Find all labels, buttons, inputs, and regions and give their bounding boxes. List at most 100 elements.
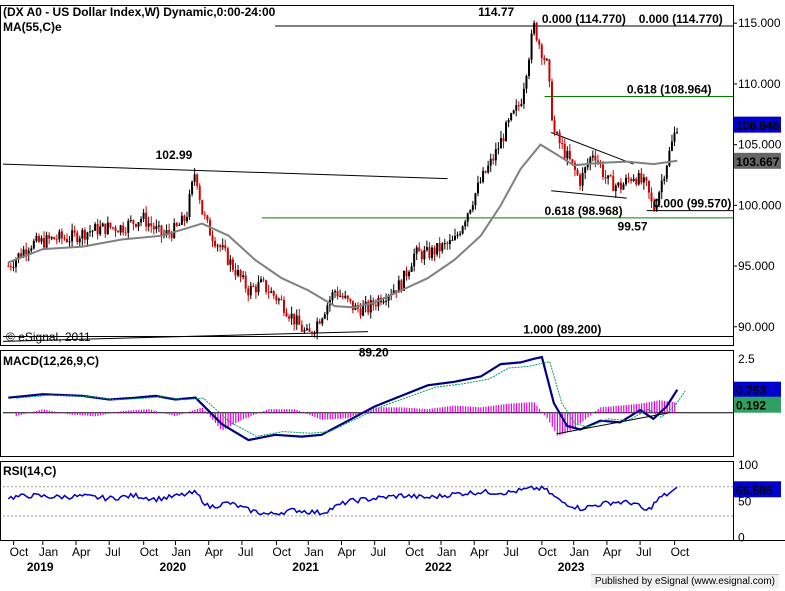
last-price-tag: 106.648 — [736, 119, 780, 133]
price-bar-body — [249, 285, 252, 296]
price-bar-body — [428, 247, 431, 258]
price-bar-body — [58, 231, 61, 240]
last-price-tag-bg — [734, 116, 781, 133]
price-bar-body — [318, 321, 321, 324]
x-month-label: Oct — [272, 545, 291, 559]
price-bar-body — [576, 170, 579, 175]
price-bar-body — [275, 295, 278, 301]
price-bar-body — [377, 297, 380, 307]
macd-line — [8, 355, 679, 442]
price-bar-body — [604, 176, 607, 179]
price-bar-body — [517, 105, 520, 107]
price-bar-body — [635, 178, 638, 185]
price-bar-body — [73, 230, 76, 233]
price-bar-body — [300, 324, 303, 332]
price-bar-body — [180, 215, 183, 225]
price-bar-body — [614, 185, 617, 192]
x-month-label: Apr — [470, 545, 489, 559]
price-bar-body — [385, 300, 388, 302]
price-bar-body — [91, 230, 94, 232]
x-month-label: Oct — [10, 545, 29, 559]
trendline — [2, 331, 369, 342]
price-bar-body — [367, 301, 370, 313]
price-bar-body — [127, 220, 130, 233]
macd-value-tag-bg — [734, 381, 781, 398]
price-bar-body — [257, 282, 260, 293]
price-bar-body — [290, 313, 293, 319]
price-bar-body — [298, 315, 301, 325]
price-bar-body — [12, 266, 15, 268]
price-bar-body — [441, 243, 444, 252]
price-bar-body — [224, 245, 227, 249]
price-bar-body — [336, 291, 339, 297]
x-month-label: Jan — [570, 545, 589, 559]
price-bar-body — [99, 226, 102, 235]
price-bar-body — [234, 269, 237, 276]
price-bar-body — [494, 149, 497, 161]
price-bar-body — [525, 76, 528, 89]
price-bar-body — [489, 158, 492, 166]
price-bar-body — [262, 279, 265, 281]
price-bar-body — [520, 103, 523, 106]
price-bar-body — [658, 192, 661, 205]
rsi-title: RSI(14,C) — [3, 464, 56, 478]
price-bar-body — [101, 223, 104, 227]
price-bar-body — [68, 241, 71, 243]
price-bar-body — [295, 315, 298, 325]
price-bar-body — [17, 253, 20, 260]
price-bar-body — [140, 219, 143, 223]
price-bar-body — [134, 223, 137, 227]
price-bar-body — [226, 248, 229, 265]
price-bar-body — [660, 180, 663, 193]
price-bar-body — [632, 178, 635, 182]
price-bar-body — [482, 170, 485, 182]
x-month-label: Apr — [205, 545, 224, 559]
macd-y-tick: 2.5 — [738, 352, 755, 366]
price-bar-body — [415, 247, 418, 254]
extreme-label: 89.20 — [359, 346, 389, 360]
price-bar-body — [471, 205, 474, 210]
price-bar-body — [425, 247, 428, 251]
price-bar-body — [540, 44, 543, 59]
x-month-label: Apr — [603, 545, 622, 559]
price-bar-body — [86, 232, 89, 240]
price-bar-body — [76, 232, 79, 243]
x-month-label: Oct — [671, 545, 690, 559]
price-bar-body — [469, 209, 472, 214]
price-bar-body — [410, 266, 413, 272]
price-bar-body — [497, 148, 500, 150]
price-bar-body — [400, 280, 403, 291]
price-bar-body — [334, 291, 337, 293]
x-month-label: Apr — [337, 545, 356, 559]
price-bar-body — [558, 132, 561, 144]
price-bar-body — [548, 59, 551, 82]
price-bar-body — [655, 204, 658, 211]
price-bar-body — [285, 312, 288, 317]
fib-label: 0.000 (99.570) — [653, 197, 731, 211]
price-bar-body — [185, 217, 188, 222]
price-bar-body — [219, 245, 222, 248]
extreme-label: 114.77 — [478, 5, 514, 19]
price-bar-body — [408, 271, 411, 277]
price-bar-body — [627, 177, 630, 179]
x-month-label: Jul — [636, 545, 651, 559]
price-bar-body — [137, 222, 140, 227]
panel-frame-0 — [0, 5, 734, 346]
price-bar-body — [510, 113, 513, 121]
price-bar-body — [78, 238, 81, 243]
x-year-label: 2020 — [160, 560, 187, 574]
price-bar-body — [124, 232, 127, 234]
price-bar-body — [344, 295, 347, 298]
x-month-label: Jul — [371, 545, 386, 559]
price-bar-body — [63, 238, 66, 240]
price-bar-body — [9, 266, 12, 268]
y-tick-label: 105.000 — [738, 138, 782, 152]
price-bar-body — [117, 231, 120, 233]
price-bar-body — [239, 270, 242, 277]
price-bar-body — [288, 316, 291, 319]
price-bar-body — [22, 249, 25, 257]
price-bar-body — [244, 275, 247, 289]
macd-title: MACD(12,26,9,C) — [3, 354, 99, 368]
price-bar-body — [553, 120, 556, 133]
